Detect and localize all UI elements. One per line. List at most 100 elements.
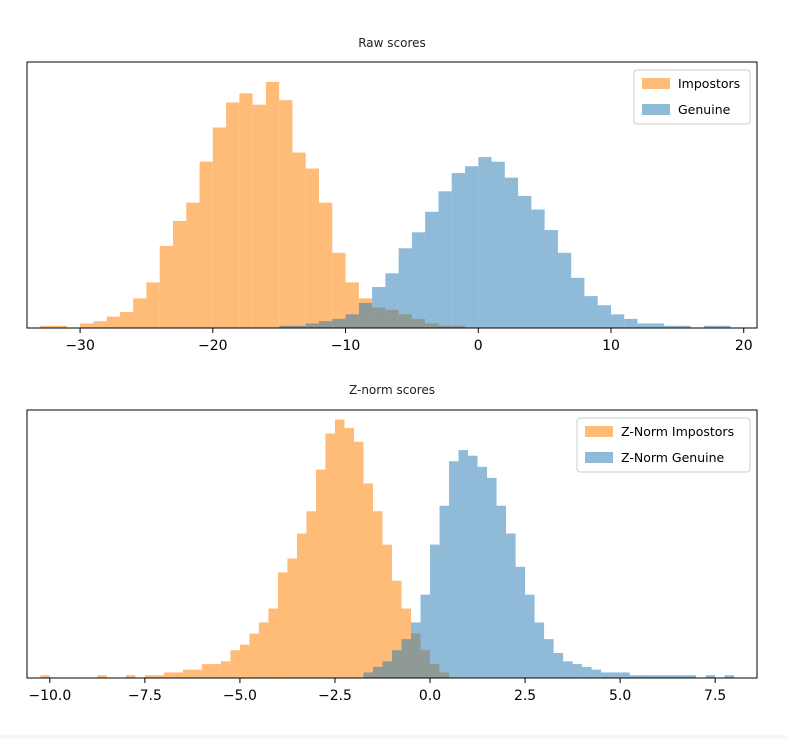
genuine-bar	[401, 639, 412, 678]
genuine-bar	[332, 318, 346, 328]
impostors-bar	[220, 661, 231, 678]
impostors-bar	[306, 511, 316, 678]
impostors-bar	[287, 558, 297, 678]
genuine-bar	[611, 314, 625, 328]
impostors-bar	[119, 312, 134, 328]
impostors-bar	[211, 664, 221, 678]
x-tick-label: −7.5	[128, 688, 162, 704]
genuine-bar	[398, 248, 412, 328]
impostors-bar	[292, 152, 306, 328]
genuine-bar	[358, 302, 373, 328]
impostors-bar	[344, 427, 354, 678]
genuine-bar	[478, 157, 492, 328]
x-tick-label: −10	[331, 338, 361, 354]
genuine-bar	[449, 461, 459, 678]
impostors-bar	[315, 469, 326, 678]
genuine-bar	[458, 450, 469, 678]
genuine-bar	[345, 314, 359, 328]
x-tick-label: 7.5	[704, 688, 726, 704]
impostors-bar	[249, 633, 259, 678]
genuine-bar	[319, 321, 333, 328]
genuine-bar	[601, 672, 611, 678]
impostors-bar	[106, 316, 120, 328]
genuine-bar	[491, 161, 505, 328]
genuine-bar	[667, 675, 678, 678]
legend: Impostors Genuine	[633, 69, 751, 125]
impostors-bar	[173, 220, 187, 328]
genuine-bar	[705, 675, 716, 678]
chart-title: Z-norm scores	[349, 383, 435, 397]
genuine-bar	[487, 477, 497, 678]
impostors-bar	[363, 483, 373, 678]
genuine-bar	[430, 544, 440, 678]
impostors-bar	[372, 511, 383, 678]
impostors-bar	[163, 672, 174, 678]
impostors-bar	[319, 202, 333, 328]
impostors-bar	[252, 104, 266, 328]
genuine-bar	[438, 191, 452, 328]
genuine-bar	[531, 209, 545, 328]
genuine-bar	[425, 211, 439, 328]
x-tick-label: −20	[198, 338, 228, 354]
genuine-bar	[677, 325, 691, 328]
genuine-bar	[629, 675, 640, 678]
impostors-bar	[201, 664, 212, 678]
impostors-bar	[182, 669, 193, 678]
impostors-bar	[258, 622, 269, 678]
genuine-bar	[624, 318, 638, 328]
impostors-bar	[230, 650, 240, 678]
impostors-bar	[80, 323, 94, 328]
genuine-bar	[544, 230, 558, 328]
genuine-bar	[648, 675, 659, 678]
genuine-bar	[544, 639, 554, 678]
genuine-bar	[658, 675, 668, 678]
impostors-bar	[226, 102, 240, 328]
genuine-bar	[724, 675, 735, 678]
impostors-bar	[192, 669, 202, 678]
genuine-bar	[584, 296, 598, 328]
genuine-bar	[504, 177, 519, 328]
genuine-bar	[411, 622, 421, 678]
genuine-bar	[620, 672, 630, 678]
impostors-bar	[97, 675, 107, 678]
impostors-bar	[125, 675, 136, 678]
impostors-bar	[40, 325, 54, 328]
impostors-bar	[173, 672, 183, 678]
impostors-bar	[93, 321, 107, 328]
impostors-bar	[133, 298, 147, 328]
genuine-bar	[591, 669, 602, 678]
impostors-bar	[239, 93, 253, 328]
legend-swatch	[585, 452, 613, 463]
genuine-bar	[420, 594, 431, 678]
impostors-bar	[332, 252, 346, 328]
genuine-bar	[465, 166, 479, 328]
legend-label: Genuine	[678, 102, 731, 117]
genuine-bar	[468, 455, 478, 678]
genuine-bar	[372, 666, 383, 678]
genuine-bar	[292, 325, 306, 328]
genuine-bar	[372, 286, 386, 328]
genuine-bar	[496, 505, 507, 678]
genuine-bar	[451, 173, 465, 328]
impostors-bar	[392, 580, 402, 678]
impostors-bar	[305, 168, 319, 328]
impostors-bar	[353, 441, 364, 678]
genuine-bar	[557, 252, 572, 328]
genuine-bar	[597, 305, 611, 328]
impostors-bar	[265, 81, 280, 329]
impostors-bar	[325, 433, 335, 678]
genuine-bar	[518, 195, 532, 328]
impostors-bar	[186, 202, 200, 328]
x-tick-label: −5.0	[223, 688, 257, 704]
genuine-bar	[534, 622, 545, 678]
impostors-bars	[40, 419, 450, 678]
legend-box	[576, 417, 751, 473]
legend-swatch	[585, 426, 613, 437]
impostors-bar	[146, 282, 160, 328]
genuine-bar	[717, 325, 731, 328]
x-tick-label: −2.5	[318, 688, 352, 704]
genuine-bar	[363, 672, 373, 678]
genuine-bar	[515, 566, 526, 678]
